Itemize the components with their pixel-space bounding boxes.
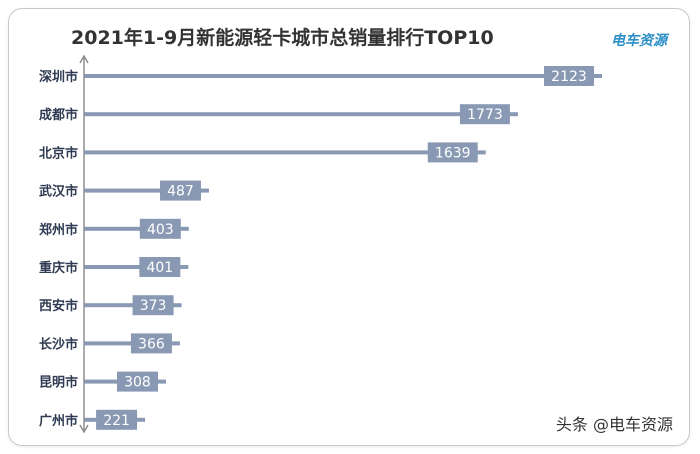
data-label: 221 — [103, 413, 130, 429]
data-label: 1773 — [467, 107, 503, 123]
brand-logo: 电车资源 — [611, 33, 667, 49]
data-label-box — [116, 371, 158, 392]
bar — [84, 188, 209, 193]
bar — [84, 112, 518, 117]
data-label-box — [544, 66, 594, 86]
data-label: 1639 — [435, 145, 471, 161]
data-label: 487 — [167, 184, 194, 200]
chart-title: 2021年1-9月新能源轻卡城市总销量排行TOP10 — [71, 27, 494, 49]
data-label-box — [427, 142, 478, 163]
bar — [84, 150, 486, 155]
category-label: 成都市 — [39, 107, 78, 123]
category-label: 长沙市 — [39, 336, 78, 352]
category-label: 北京市 — [39, 145, 78, 161]
data-label-box — [132, 295, 174, 316]
data-label-box — [459, 104, 510, 125]
data-label-box — [96, 409, 138, 430]
data-label-box — [139, 218, 181, 239]
y-axis-arrow-bottom — [79, 424, 89, 434]
data-label: 403 — [147, 222, 174, 238]
data-label: 366 — [138, 336, 165, 352]
data-label: 401 — [146, 260, 173, 276]
data-label: 308 — [124, 375, 151, 391]
data-label-box — [130, 333, 172, 354]
watermark: 头条 @电车资源 — [555, 415, 673, 434]
category-label: 昆明市 — [39, 375, 78, 391]
bar — [84, 226, 189, 231]
data-label: 373 — [140, 298, 167, 314]
data-label: 2123 — [551, 69, 587, 85]
category-label: 武汉市 — [39, 184, 78, 200]
bar — [84, 265, 189, 269]
category-label: 广州市 — [39, 413, 78, 429]
category-label: 重庆市 — [39, 260, 78, 276]
category-label: 深圳市 — [39, 69, 78, 85]
y-axis-arrow-top — [79, 54, 89, 64]
data-label-box — [139, 257, 181, 277]
category-label: 西安市 — [39, 298, 78, 314]
bar — [84, 74, 602, 78]
data-label-box — [159, 180, 201, 201]
category-label: 郑州市 — [39, 222, 78, 238]
